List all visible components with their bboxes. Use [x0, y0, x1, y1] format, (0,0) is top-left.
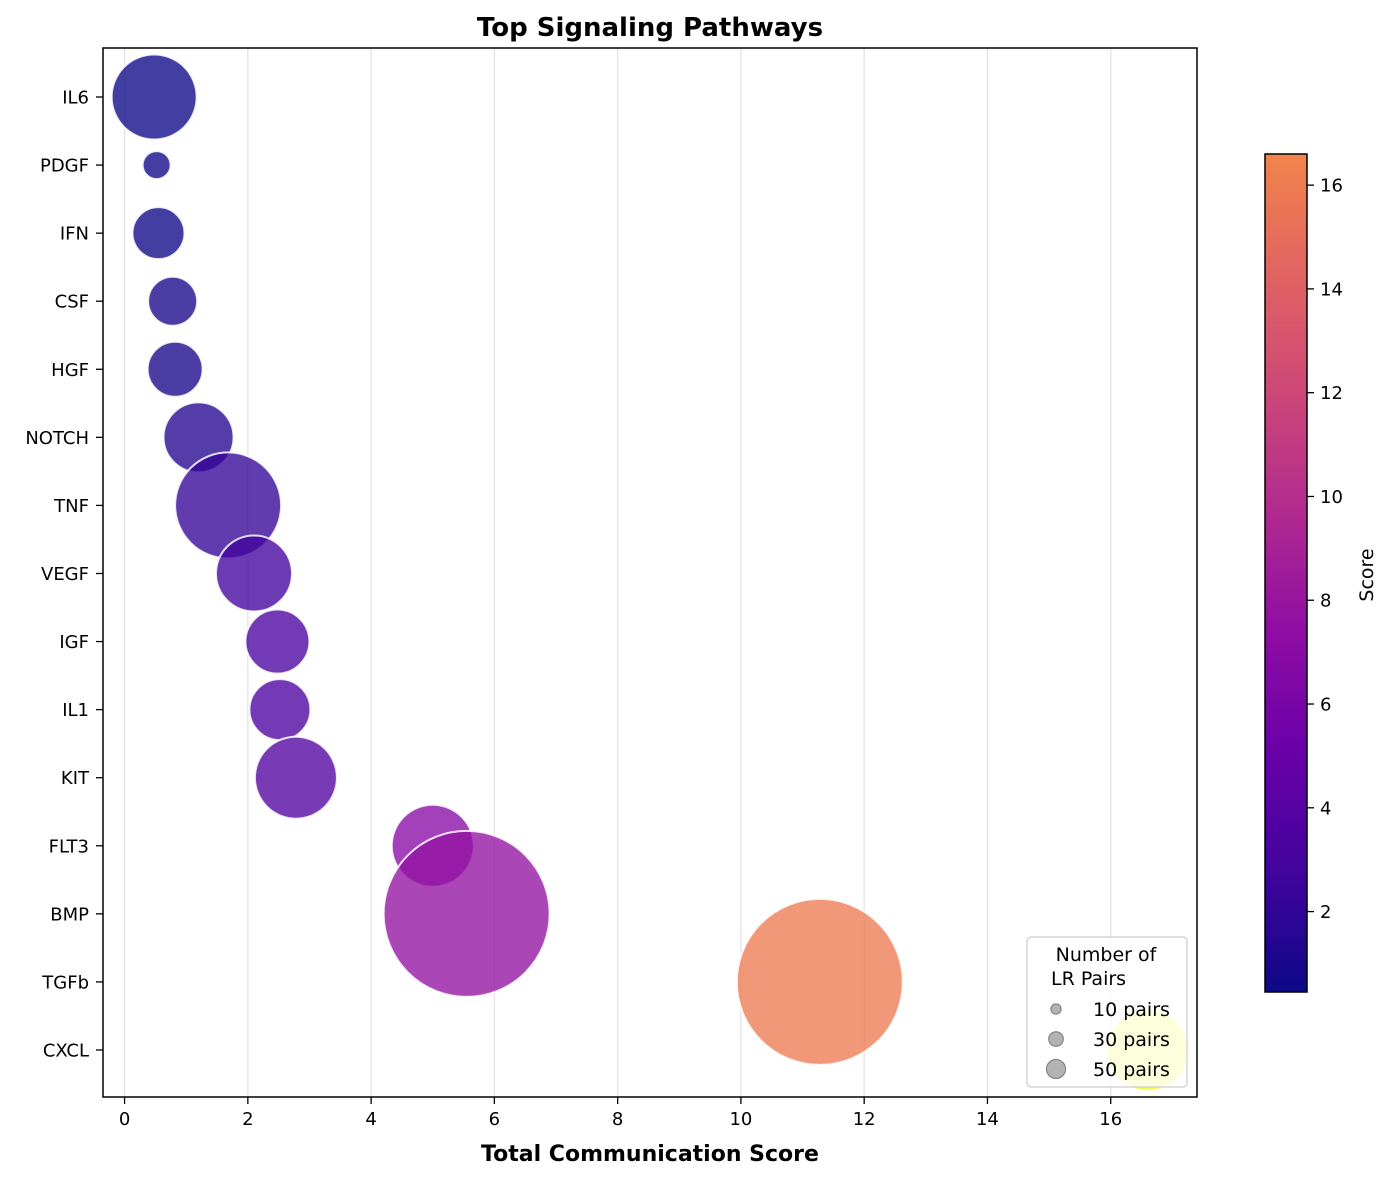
- x-tick-label: 2: [242, 1109, 253, 1130]
- legend-frame: [1026, 936, 1188, 1088]
- y-tick-label-flt3: FLT3: [49, 836, 89, 857]
- bubble-kit: [253, 735, 338, 820]
- y-tick-label-hgf: HGF: [51, 360, 89, 381]
- y-tick-label-notch: NOTCH: [25, 428, 89, 449]
- bubble-pdgf: [141, 150, 172, 181]
- bubble-vegf: [215, 534, 294, 613]
- y-tick-label-il1: IL1: [62, 700, 89, 721]
- colorbar-tick-label: 10: [1320, 487, 1343, 508]
- legend-size-marker: [1048, 1031, 1064, 1047]
- bubble-igf: [244, 608, 311, 675]
- bubble-hgf: [146, 340, 204, 398]
- x-axis-title: Total Communication Score: [481, 1142, 819, 1167]
- x-tick-label: 14: [976, 1109, 999, 1130]
- colorbar-tick-label: 4: [1320, 798, 1331, 819]
- legend-size-label: 10 pairs: [1093, 999, 1170, 1021]
- y-tick-label-tnf: TNF: [53, 496, 89, 517]
- y-tick-label-vegf: VEGF: [41, 564, 89, 585]
- y-tick-label-csf: CSF: [55, 292, 89, 313]
- x-tick-label: 4: [365, 1109, 376, 1130]
- y-tick-label-ifn: IFN: [60, 224, 89, 245]
- colorbar-label: Score: [1356, 548, 1378, 601]
- legend-size-label: 50 pairs: [1093, 1059, 1170, 1081]
- y-tick-label-pdgf: PDGF: [40, 156, 89, 177]
- legend-size-marker: [1050, 1003, 1062, 1015]
- y-tick-label-cxcl: CXCL: [43, 1040, 89, 1061]
- y-tick-label-igf: IGF: [59, 632, 89, 653]
- x-tick-label: 12: [853, 1109, 876, 1130]
- bubbles: [110, 53, 1190, 1092]
- legend-size-marker: [1046, 1059, 1066, 1079]
- bubble-bmp: [382, 829, 551, 998]
- bubble-ifn: [131, 206, 186, 261]
- colorbar-tick-label: 6: [1320, 695, 1331, 716]
- x-tick-label: 0: [119, 1109, 130, 1130]
- colorbar-tick-label: 8: [1320, 591, 1331, 612]
- colorbar: 2 4 6 8 10 12 14 16 Score: [1264, 153, 1378, 993]
- colorbar-tick-label: 12: [1320, 383, 1343, 404]
- y-tick-label-il6: IL6: [62, 88, 89, 109]
- x-axis-ticks: 0 2 4 6 8 10 12 14 16: [119, 1097, 1122, 1130]
- legend-size-label: 30 pairs: [1093, 1029, 1170, 1051]
- x-tick-label: 16: [1099, 1109, 1122, 1130]
- y-tick-label-kit: KIT: [61, 768, 90, 789]
- colorbar-tick-label: 16: [1320, 176, 1343, 197]
- plot-frame: [102, 47, 1198, 1098]
- legend-title-line2: LR Pairs: [1051, 968, 1126, 990]
- bubble-csf: [147, 275, 199, 327]
- x-tick-label: 8: [612, 1109, 623, 1130]
- colorbar-gradient: [1264, 153, 1308, 993]
- bubble-il6: [110, 53, 198, 141]
- colorbar-tick-label: 2: [1320, 902, 1331, 923]
- x-tick-label: 10: [729, 1109, 752, 1130]
- bubble-il1: [248, 678, 312, 742]
- y-tick-label-bmp: BMP: [50, 904, 89, 925]
- grid-lines: [123, 48, 1112, 1097]
- x-tick-label: 6: [489, 1109, 500, 1130]
- y-axis-ticks: IL6 PDGF IFN CSF HGF NOTCH TNF VEGF IGF IL1 KIT FLT…: [25, 88, 103, 1061]
- y-tick-label-tgfb: TGFb: [41, 972, 89, 993]
- legend-title-line1: Number of: [1056, 944, 1158, 966]
- size-legend: Number of LR Pairs 10 pairs 30 pairs 50 pa…: [1026, 936, 1188, 1088]
- colorbar-tick-label: 14: [1320, 279, 1343, 300]
- chart-title: Top Signaling Pathways: [477, 13, 823, 43]
- bubble-tgfb: [735, 897, 904, 1066]
